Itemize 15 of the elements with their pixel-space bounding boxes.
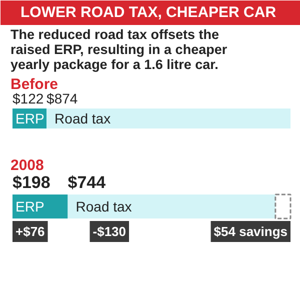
chart-subtitle: The reduced road tax offsets the raised ERP, resulting in a cheaper yearly package for a 1.6 litre car.	[10, 27, 228, 72]
series-label: ERP	[16, 110, 44, 126]
data-label: $198	[12, 173, 50, 192]
series-label: Road tax	[54, 110, 111, 126]
text: Road tax	[76, 198, 132, 214]
data-label: $122	[12, 90, 44, 106]
text: $54 savings	[214, 224, 288, 239]
y-tick-label: 2008	[10, 157, 44, 174]
text: +$76	[16, 224, 45, 239]
text: -$130	[92, 224, 126, 239]
data-label: $874	[46, 90, 78, 106]
text: ERP	[16, 198, 44, 214]
y-tick-label: Before	[10, 76, 58, 93]
data-label: $744	[68, 173, 106, 192]
chart-title: LOWER ROAD TAX, CHEAPER CAR	[20, 4, 276, 21]
